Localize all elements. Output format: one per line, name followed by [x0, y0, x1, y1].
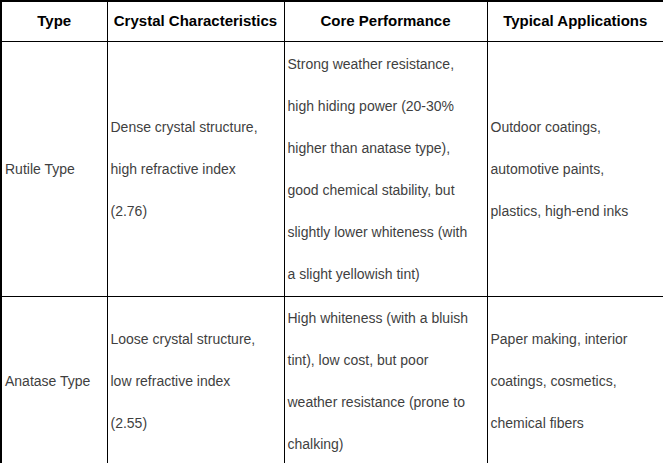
- cell-rutile-typical-applications: Outdoor coatings, automotive paints, pla…: [487, 41, 663, 296]
- cell-anatase-type: Anatase Type: [1, 296, 107, 463]
- table-row-rutile: Rutile Type Dense crystal structure, hig…: [1, 41, 663, 296]
- cell-rutile-type: Rutile Type: [1, 41, 107, 296]
- comparison-table-container: Type Crystal Characteristics Core Perfor…: [0, 0, 663, 463]
- header-type: Type: [1, 1, 107, 41]
- cell-rutile-crystal-characteristics: Dense crystal structure, high refractive…: [107, 41, 284, 296]
- header-typical-applications: Typical Applications: [487, 1, 663, 41]
- cell-anatase-crystal-characteristics: Loose crystal structure, low refractive …: [107, 296, 284, 463]
- cell-anatase-core-performance: High whiteness (with a bluish tint), low…: [284, 296, 487, 463]
- cell-rutile-core-performance: Strong weather resistance, high hiding p…: [284, 41, 487, 296]
- crystal-type-comparison-table: Type Crystal Characteristics Core Perfor…: [0, 0, 663, 463]
- table-row-anatase: Anatase Type Loose crystal structure, lo…: [1, 296, 663, 463]
- table-header-row: Type Crystal Characteristics Core Perfor…: [1, 1, 663, 41]
- cell-anatase-typical-applications: Paper making, interior coatings, cosmeti…: [487, 296, 663, 463]
- header-core-performance: Core Performance: [284, 1, 487, 41]
- header-crystal-characteristics: Crystal Characteristics: [107, 1, 284, 41]
